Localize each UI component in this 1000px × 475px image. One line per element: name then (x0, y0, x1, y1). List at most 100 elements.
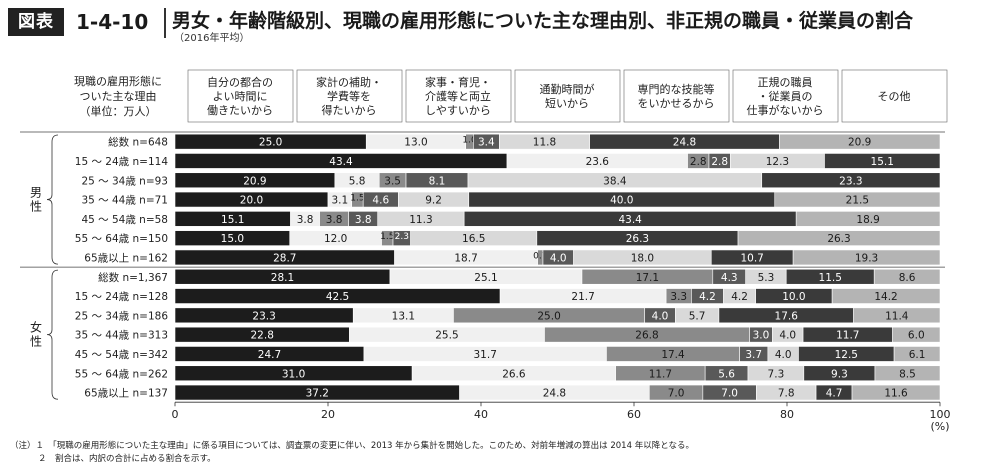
series-header-label: 自分の都合の (207, 75, 273, 89)
data-label: 3.5 (384, 175, 401, 187)
data-label: 11.6 (884, 388, 908, 400)
data-label: 17.4 (661, 349, 685, 361)
series-header-label: 家計の補助・ (316, 75, 382, 89)
series-header-label: 学費等を (327, 89, 371, 103)
data-label: 1.0 (462, 136, 477, 146)
data-label: 12.3 (766, 156, 789, 168)
data-label: 2.3 (395, 232, 409, 242)
data-label: 20.9 (848, 137, 871, 149)
bar-segment (892, 326, 941, 343)
data-label: 22.8 (251, 330, 274, 342)
data-label: 6.0 (908, 330, 925, 342)
data-label: 0.7 (533, 251, 547, 261)
data-label: 19.3 (855, 252, 878, 264)
data-label: 10.0 (782, 291, 805, 303)
group-brace (46, 134, 59, 265)
category-label: 総数 n=1,367 (98, 271, 168, 284)
data-label: 1.5 (350, 194, 364, 204)
series-header-label: 介護等と両立 (425, 89, 491, 103)
data-label: 17.1 (636, 272, 659, 284)
data-label: 7.3 (768, 368, 785, 380)
bar-segment (851, 384, 941, 401)
series-header-box (514, 69, 621, 123)
x-axis-unit: (%) (930, 420, 949, 433)
data-label: 26.3 (827, 233, 850, 245)
bar-segment (893, 346, 941, 362)
bar-segment (774, 191, 941, 208)
data-label: 11.3 (409, 214, 432, 226)
data-label: 38.4 (603, 175, 627, 187)
data-label: 7.8 (778, 388, 795, 400)
series-header-box (187, 69, 294, 123)
data-label: 10.7 (740, 252, 763, 264)
data-label: 28.1 (271, 272, 294, 284)
data-label: 3.0 (753, 330, 770, 342)
data-label: 11.4 (885, 310, 909, 322)
data-label: 31.7 (474, 349, 497, 361)
data-label: 14.2 (874, 291, 897, 303)
data-label: 31.0 (282, 368, 305, 380)
category-label: 25 ～ 34歳 n=186 (75, 310, 169, 322)
data-label: 24.8 (673, 137, 696, 149)
data-label: 23.3 (252, 310, 275, 322)
row-header-label: （単位：万人） (80, 104, 157, 118)
data-label: 42.5 (326, 291, 349, 303)
data-label: 15.1 (871, 156, 894, 168)
bar-segment (761, 172, 941, 189)
category-label: 65歳以上 n=162 (84, 252, 168, 264)
data-label: 25.0 (537, 310, 560, 322)
data-label: 12.5 (835, 349, 858, 361)
series-header-label: 通勤時間が (540, 82, 595, 96)
data-label: 25.1 (474, 272, 497, 284)
category-label: 45 ～ 54歳 n=342 (75, 349, 168, 361)
figure-title: 男女・年齢階級別、現職の雇用形態についた主な理由別、非正規の職員・従業員の割合 (172, 10, 914, 32)
data-label: 4.6 (372, 195, 389, 207)
category-label: 15 ～ 24歳 n=114 (75, 156, 169, 168)
series-header-label: 得たいから (322, 104, 377, 117)
figure-number: 1-4-10 (76, 10, 149, 34)
data-label: 8.6 (899, 272, 916, 284)
data-label: 8.5 (899, 368, 916, 380)
data-label: 17.6 (775, 310, 799, 322)
data-label: 11.7 (649, 368, 672, 380)
data-label: 5.7 (689, 310, 706, 322)
data-label: 1.5 (380, 232, 394, 242)
data-label: 37.2 (306, 388, 329, 400)
data-label: 11.7 (836, 330, 859, 342)
series-header-label: その他 (878, 90, 911, 103)
data-label: 3.8 (326, 214, 343, 226)
data-label: 28.7 (273, 252, 296, 264)
data-label: 4.0 (550, 252, 567, 264)
category-label: 15 ～ 24歳 n=128 (75, 291, 168, 303)
series-header-box (732, 69, 839, 123)
category-label: 35 ～ 44歳 n=313 (75, 330, 168, 342)
series-header-label: 仕事がないから (747, 103, 824, 117)
data-label: 2.8 (711, 156, 728, 168)
data-label: 16.5 (462, 233, 485, 245)
data-label: 7.0 (668, 388, 685, 400)
sex-label-female: 女 (30, 320, 42, 335)
category-label: 65歳以上 n=137 (84, 388, 168, 400)
data-label: 4.7 (826, 388, 843, 400)
x-tick-label: 20 (321, 408, 335, 421)
data-label: 13.0 (404, 137, 427, 149)
data-label: 13.1 (392, 310, 415, 322)
data-label: 18.7 (454, 252, 477, 264)
data-label: 20.0 (240, 195, 263, 207)
series-header-label: よい時間に (213, 90, 268, 103)
data-label: 21.7 (571, 291, 594, 303)
bar-segment (795, 211, 941, 227)
category-label: 35 ～ 44歳 n=71 (81, 195, 168, 207)
data-label: 18.9 (856, 214, 879, 226)
data-label: 4.0 (652, 310, 669, 322)
figure-badge: 図表 (8, 8, 64, 36)
data-label: 7.0 (721, 388, 738, 400)
data-label: 9.2 (425, 195, 442, 207)
series-header-label: をいかせるから (638, 97, 715, 110)
data-label: 26.6 (502, 368, 526, 380)
series-header-box (623, 69, 730, 123)
data-label: 3.7 (745, 349, 762, 361)
data-label: 43.4 (618, 214, 642, 226)
bar-segment (831, 288, 941, 304)
data-label: 11.5 (819, 272, 842, 284)
